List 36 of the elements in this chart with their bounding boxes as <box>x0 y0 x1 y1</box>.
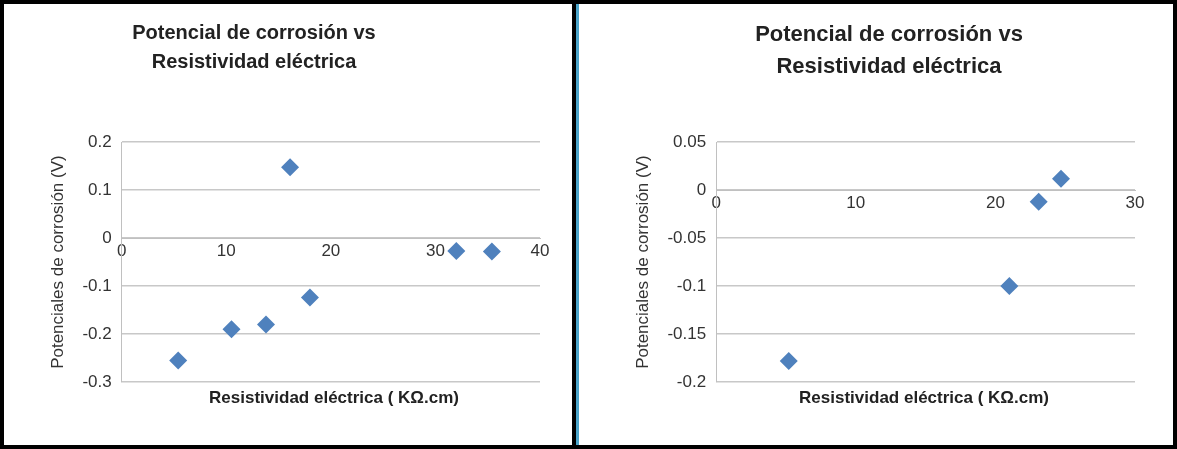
y-tick-label: 0.1 <box>88 179 112 199</box>
x-tick-label: 10 <box>216 241 236 261</box>
y-tick-label: -0.2 <box>82 323 112 343</box>
point <box>779 351 798 370</box>
point <box>222 320 241 339</box>
point <box>1000 277 1019 296</box>
x-tick-label: 30 <box>425 241 445 261</box>
point <box>447 242 466 261</box>
y-tick-label: -0.3 <box>82 371 112 391</box>
point <box>300 288 319 307</box>
point <box>281 158 300 177</box>
y-axis-title: Potenciales de corrosión (V) <box>632 155 652 369</box>
y-tick-label: 0 <box>102 227 112 247</box>
x-tick-label: 20 <box>985 193 1005 213</box>
x-tick-label: 20 <box>321 241 341 261</box>
point <box>1052 169 1070 188</box>
point <box>482 242 501 261</box>
x-axis-title: Resistividad eléctrica ( KΩ.cm) <box>799 388 1049 407</box>
point <box>1029 192 1048 211</box>
point <box>257 315 276 334</box>
chart-title: Potencial de corrosión vs Resistividad eléctrica <box>754 20 1024 80</box>
x-tick-label: 30 <box>1125 193 1145 213</box>
y-tick-label: -0.1 <box>82 275 112 295</box>
y-tick-label: 0 <box>696 179 707 199</box>
x-axis-title: Resistividad eléctrica ( KΩ.cm) <box>209 388 459 407</box>
y-axis-title: Potenciales de corrosión (V) <box>47 155 67 369</box>
y-tick-label: -0.15 <box>667 323 707 343</box>
x-tick-label: 40 <box>530 241 550 261</box>
y-tick-label: -0.05 <box>667 227 707 247</box>
y-tick-label: 0.05 <box>673 131 707 151</box>
point <box>169 351 188 370</box>
y-tick-label: 0.2 <box>88 131 112 151</box>
x-tick-label: 10 <box>846 193 866 213</box>
y-tick-label: -0.1 <box>676 275 707 295</box>
chart-title: Potencial de corrosión vs Resistividad eléctrica <box>131 20 377 74</box>
y-tick-label: -0.2 <box>676 371 707 391</box>
